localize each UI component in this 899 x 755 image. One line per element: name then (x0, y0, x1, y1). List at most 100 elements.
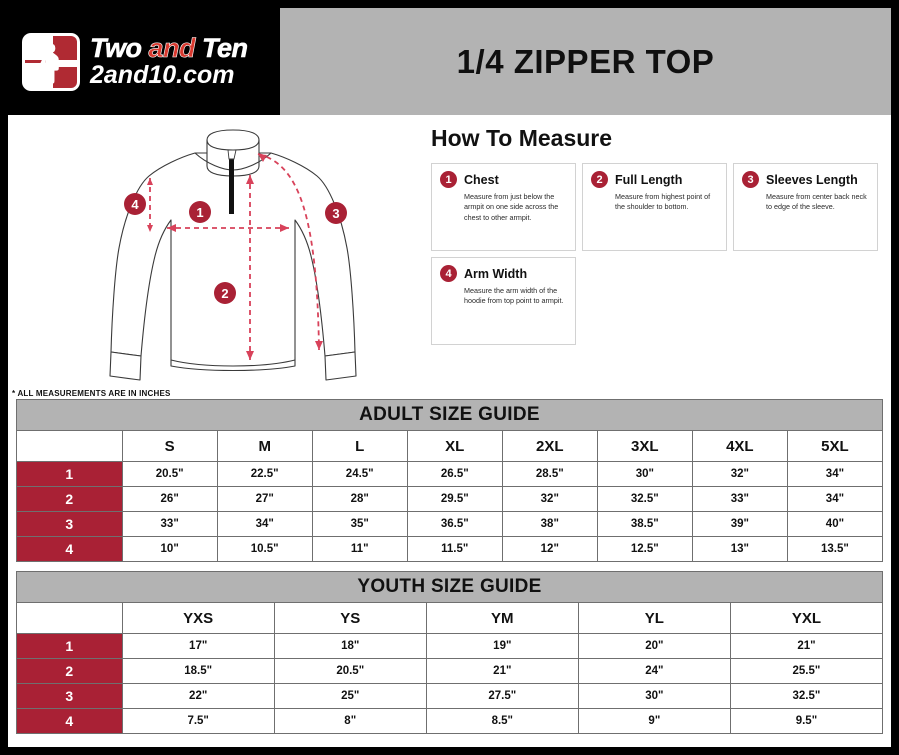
size-tables: ADULT SIZE GUIDE S M L XL 2XL 3XL 4XL 5X… (8, 399, 891, 742)
adult-cell: 11" (311, 536, 408, 562)
measure-card-desc: Measure the arm width of the hoodie from… (464, 286, 564, 306)
adult-row-label-1: 1 (16, 461, 123, 487)
adult-cell: 28.5" (501, 461, 598, 487)
measure-card-title: Sleeves Length (766, 172, 858, 187)
adult-cell: 36.5" (406, 511, 503, 537)
youth-col-yl: YL (577, 602, 731, 634)
youth-corner-cell (16, 602, 123, 634)
youth-cell: 24" (577, 658, 731, 684)
adult-cell: 38" (501, 511, 598, 537)
adult-cell: 13.5" (786, 536, 884, 562)
page-title: 1/4 ZIPPER TOP (456, 42, 715, 80)
adult-size-table: ADULT SIZE GUIDE S M L XL 2XL 3XL 4XL 5X… (16, 399, 884, 562)
adult-cell: 28" (311, 486, 408, 512)
measurements-footnote: * ALL MEASUREMENTS ARE IN INCHES (12, 389, 171, 398)
adult-row-label-2: 2 (16, 486, 123, 512)
youth-row-label-1: 1 (16, 633, 123, 659)
adult-cell: 40" (786, 511, 884, 537)
measure-card-title: Full Length (615, 172, 683, 187)
youth-cell: 25" (273, 683, 427, 709)
adult-col-s: S (121, 430, 218, 462)
brand-line-2: 2and10.com (90, 61, 235, 89)
svg-text:1: 1 (196, 205, 203, 220)
measure-badge-4: 4 (440, 265, 457, 282)
measure-card-arm-width: 4 Arm Width Measure the arm width of the… (431, 257, 576, 345)
youth-size-table: YOUTH SIZE GUIDE YXS YS YM YL YXL 1 17" … (16, 571, 884, 734)
how-to-measure-heading: How To Measure (431, 125, 613, 151)
measure-card-title: Chest (464, 172, 499, 187)
adult-col-xl: XL (406, 430, 503, 462)
measure-badge-1: 1 (440, 171, 457, 188)
adult-cell: 24.5" (311, 461, 408, 487)
garment-marker-2 (214, 282, 236, 304)
adult-cell: 34" (786, 486, 884, 512)
table-row: 3 22" 25" 27.5" 30" 32.5" (16, 683, 884, 709)
adult-cell: 10" (121, 536, 218, 562)
table-row: 4 7.5" 8" 8.5" 9" 9.5" (16, 708, 884, 734)
garment-marker-4 (124, 193, 146, 215)
adult-cell: 20.5" (121, 461, 218, 487)
adult-cell: 34" (216, 511, 313, 537)
adult-cell: 12.5" (596, 536, 693, 562)
adult-cell: 26.5" (406, 461, 503, 487)
adult-cell: 39" (691, 511, 788, 537)
adult-corner-cell (16, 430, 123, 462)
adult-cell: 38.5" (596, 511, 693, 537)
youth-row-label-3: 3 (16, 683, 123, 709)
table-row: 1 20.5" 22.5" 24.5" 26.5" 28.5" 30" 32" … (16, 461, 884, 487)
youth-cell: 18" (273, 633, 427, 659)
garment-marker-1 (189, 201, 211, 223)
youth-col-ym: YM (425, 602, 579, 634)
youth-cell: 25.5" (729, 658, 884, 684)
adult-col-m: M (216, 430, 313, 462)
adult-cell: 33" (691, 486, 788, 512)
youth-cell: 17" (121, 633, 275, 659)
youth-col-yxl: YXL (729, 602, 884, 634)
youth-col-ys: YS (273, 602, 427, 634)
measure-card-desc: Measure from just below the armpit on on… (464, 192, 559, 222)
adult-col-4xl: 4XL (691, 430, 788, 462)
adult-cell: 10.5" (216, 536, 313, 562)
adult-cell: 29.5" (406, 486, 503, 512)
adult-row-label-3: 3 (16, 511, 123, 537)
table-row: 3 33" 34" 35" 36.5" 38" 38.5" 39" 40" (16, 511, 884, 537)
adult-column-headers: S M L XL 2XL 3XL 4XL 5XL (16, 430, 884, 462)
title-banner: 1/4 ZIPPER TOP (280, 8, 891, 115)
adult-cell: 12" (501, 536, 598, 562)
measure-card-desc: Measure from highest point of the should… (615, 192, 711, 212)
measure-card-full-length: 2 Full Length Measure from highest point… (582, 163, 727, 251)
how-to-measure-panel: How To Measure 1 Chest Measure from just… (431, 125, 881, 345)
adult-cell: 26" (121, 486, 218, 512)
youth-cell: 27.5" (425, 683, 579, 709)
youth-cell: 9" (577, 708, 731, 734)
youth-cell: 21" (729, 633, 884, 659)
adult-cell: 32.5" (596, 486, 693, 512)
youth-cell: 30" (577, 683, 731, 709)
garment-marker-group: 1 2 3 4 (124, 193, 347, 304)
adult-cell: 35" (311, 511, 408, 537)
adult-cell: 22.5" (216, 461, 313, 487)
brand-logo: Two and Ten 2and10.com (8, 8, 280, 115)
youth-cell: 32.5" (729, 683, 884, 709)
adult-row-label-4: 4 (16, 536, 123, 562)
adult-cell: 11.5" (406, 536, 503, 562)
page-header: Two and Ten 2and10.com 1/4 ZIPPER TOP (8, 8, 891, 115)
table-row: 2 26" 27" 28" 29.5" 32" 32.5" 33" 34" (16, 486, 884, 512)
youth-row-label-4: 4 (16, 708, 123, 734)
adult-col-5xl: 5XL (786, 430, 884, 462)
adult-cell: 30" (596, 461, 693, 487)
quarter-zip-pullover-illustration: 1 2 3 4 (103, 120, 363, 385)
svg-text:3: 3 (332, 206, 339, 221)
adult-col-2xl: 2XL (501, 430, 598, 462)
youth-cell: 21" (425, 658, 579, 684)
measure-badge-2: 2 (591, 171, 608, 188)
adult-cell: 34" (786, 461, 884, 487)
svg-text:2: 2 (221, 286, 228, 301)
adult-cell: 33" (121, 511, 218, 537)
youth-cell: 20.5" (273, 658, 427, 684)
table-row: 1 17" 18" 19" 20" 21" (16, 633, 884, 659)
adult-cell: 27" (216, 486, 313, 512)
adult-cell: 32" (691, 461, 788, 487)
brand-line-1: Two and Ten (90, 33, 249, 63)
